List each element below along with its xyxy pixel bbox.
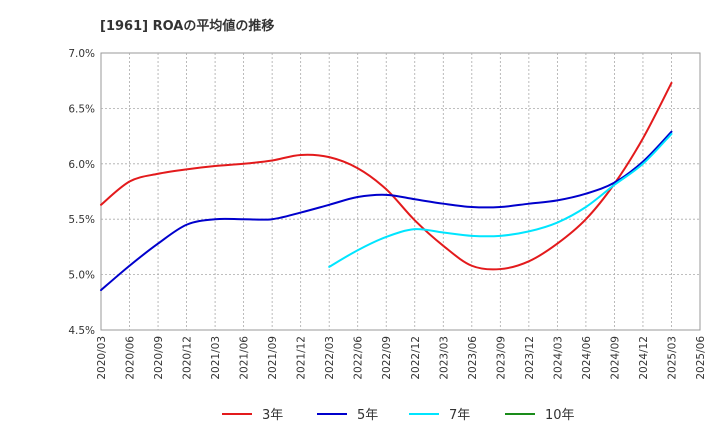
x-tick-label: 2023/06 [467, 336, 479, 380]
x-tick-label: 2020/09 [153, 336, 165, 380]
x-tick-label: 2023/03 [438, 336, 450, 380]
x-tick-label: 2022/06 [353, 336, 365, 380]
y-tick-label: 4.5% [68, 325, 95, 337]
x-tick-label: 2020/12 [182, 336, 194, 380]
x-tick-label: 2024/06 [581, 336, 593, 380]
x-tick-label: 2024/09 [609, 336, 621, 380]
legend-label-2: 7年 [449, 408, 470, 423]
x-tick-label: 2022/12 [410, 336, 422, 380]
y-tick-label: 5.5% [68, 214, 95, 226]
series-line-2 [328, 132, 673, 268]
legend: 3年 5年 7年 10年 [222, 408, 575, 423]
chart-title: [1961] ROAの平均値の推移 [100, 18, 274, 34]
x-tick-label: 2024/12 [638, 336, 650, 380]
x-tick-label: 2021/09 [267, 336, 279, 380]
series-lines [100, 81, 673, 292]
y-tick-label: 6.5% [68, 103, 95, 115]
grid [100, 52, 701, 331]
plot-frame [100, 52, 701, 331]
axes: 4.5% 5.0% 5.5% 6.0% 6.5% 7.0% 2020/03 2020/06 20… [68, 48, 707, 380]
legend-label-0: 3年 [262, 408, 283, 423]
x-tick-label: 2021/12 [296, 336, 308, 380]
legend-label-3: 10年 [545, 408, 575, 423]
x-tick-label: 2022/09 [381, 336, 393, 380]
x-tick-label: 2024/03 [552, 336, 564, 380]
y-tick-label: 6.0% [68, 159, 95, 171]
x-tick-label: 2022/03 [324, 336, 336, 380]
series-line-0 [100, 81, 673, 271]
x-tick-label: 2023/09 [495, 336, 507, 380]
x-tick-label: 2025/03 [666, 336, 678, 380]
legend-label-1: 5年 [357, 408, 378, 423]
x-tick-label: 2021/03 [210, 336, 222, 380]
series-line-1 [100, 130, 673, 292]
x-tick-label: 2020/06 [125, 336, 137, 380]
y-tick-label: 7.0% [68, 48, 95, 60]
y-tick-label: 5.0% [68, 270, 95, 282]
x-tick-label: 2020/03 [96, 336, 108, 380]
x-tick-label: 2021/06 [239, 336, 251, 380]
x-tick-label: 2025/06 [695, 336, 707, 380]
x-tick-label: 2023/12 [524, 336, 536, 380]
